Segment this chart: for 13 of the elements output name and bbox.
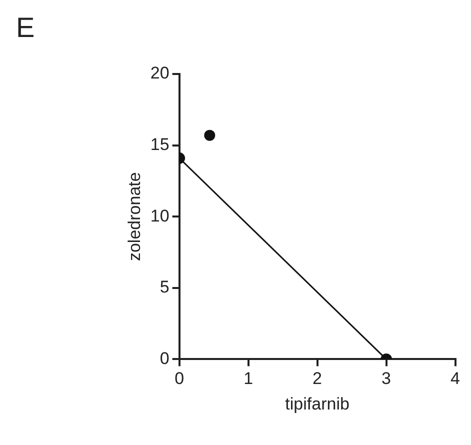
x-tick-label: 3 <box>382 369 392 388</box>
x-tick-label: 4 <box>450 369 460 388</box>
y-tick-label: 20 <box>150 64 170 83</box>
x-tick-label: 2 <box>312 369 322 388</box>
y-tick-label: 0 <box>160 348 170 368</box>
x-tick-label: 1 <box>244 369 254 388</box>
y-axis-title: zoledronate <box>124 172 144 262</box>
x-axis-title: tipifarnib <box>285 394 350 414</box>
y-tick-label: 10 <box>150 206 170 226</box>
y-tick-label: 5 <box>160 278 170 297</box>
y-tick-label: 15 <box>150 134 170 154</box>
x-tick-label: 0 <box>174 369 184 388</box>
chart-title: E <box>16 12 35 44</box>
